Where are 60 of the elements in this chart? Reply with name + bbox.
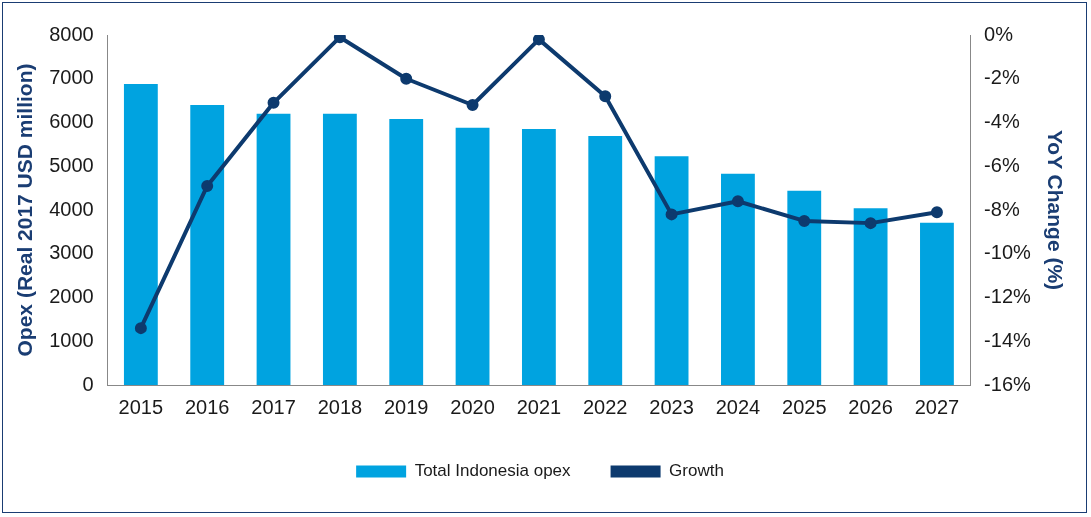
y-tick-label: 2000 [49, 285, 94, 308]
x-tick-label: 2017 [251, 395, 296, 418]
y2-tick-label: -10% [984, 241, 1032, 264]
x-tick-label: 2020 [450, 395, 495, 418]
y2-tick-label: -14% [984, 328, 1032, 351]
point [665, 208, 678, 221]
y2-tick-label: -8% [984, 197, 1020, 220]
legend-label: Growth [669, 461, 724, 481]
point [599, 90, 612, 103]
y-tick-label: 8000 [49, 22, 94, 45]
x-tick-label: 2022 [582, 395, 628, 418]
y-tick-label: 0 [82, 372, 94, 395]
bar [455, 127, 490, 385]
bar [721, 173, 755, 385]
y-axis-title: Opex (Real 2017 USD million) [13, 63, 37, 357]
bar [853, 208, 888, 385]
y-tick-label: 1000 [49, 328, 94, 351]
y2-tick-label: -16% [984, 372, 1032, 395]
x-tick-label: 2024 [715, 395, 761, 418]
point [532, 35, 545, 46]
bar [920, 222, 954, 385]
y2-tick-label: 0% [984, 22, 1014, 45]
y2-tick-label: -2% [984, 66, 1020, 89]
y-tick-label: 6000 [49, 110, 94, 133]
point [201, 179, 214, 192]
x-tick-label: 2016 [184, 395, 230, 418]
point [400, 72, 413, 85]
bar [190, 105, 225, 385]
y2-tick-label: -4% [984, 110, 1020, 133]
bar [123, 84, 158, 385]
point [930, 206, 943, 219]
y-tick-label: 7000 [49, 66, 94, 89]
x-tick-label: 2021 [516, 395, 562, 418]
bar [389, 119, 424, 385]
x-tick-label: 2023 [649, 395, 694, 418]
bar [256, 113, 291, 385]
x-tick-label: 2015 [118, 395, 164, 418]
point [134, 322, 147, 335]
y2-axis-title: YoY Change (%) [1043, 129, 1067, 291]
x-tick-label: 2018 [317, 395, 363, 418]
bar [322, 113, 357, 385]
point [864, 217, 877, 230]
point [466, 99, 479, 111]
x-tick-label: 2026 [848, 395, 893, 418]
y-tick-label: 5000 [49, 153, 94, 176]
point [267, 96, 280, 109]
legend-label: Total Indonesia opex [414, 461, 572, 481]
point [798, 214, 811, 227]
x-tick-label: 2019 [383, 395, 429, 418]
point [731, 195, 744, 208]
y-tick-label: 3000 [49, 241, 94, 264]
bar [654, 156, 689, 385]
x-tick-label: 2027 [914, 395, 960, 418]
bar [787, 190, 822, 385]
y2-tick-label: -12% [984, 285, 1032, 308]
bar [588, 136, 623, 385]
bar [521, 129, 556, 385]
x-tick-label: 2025 [782, 395, 827, 418]
y-tick-label: 4000 [49, 197, 94, 220]
y2-tick-label: -6% [984, 153, 1020, 176]
